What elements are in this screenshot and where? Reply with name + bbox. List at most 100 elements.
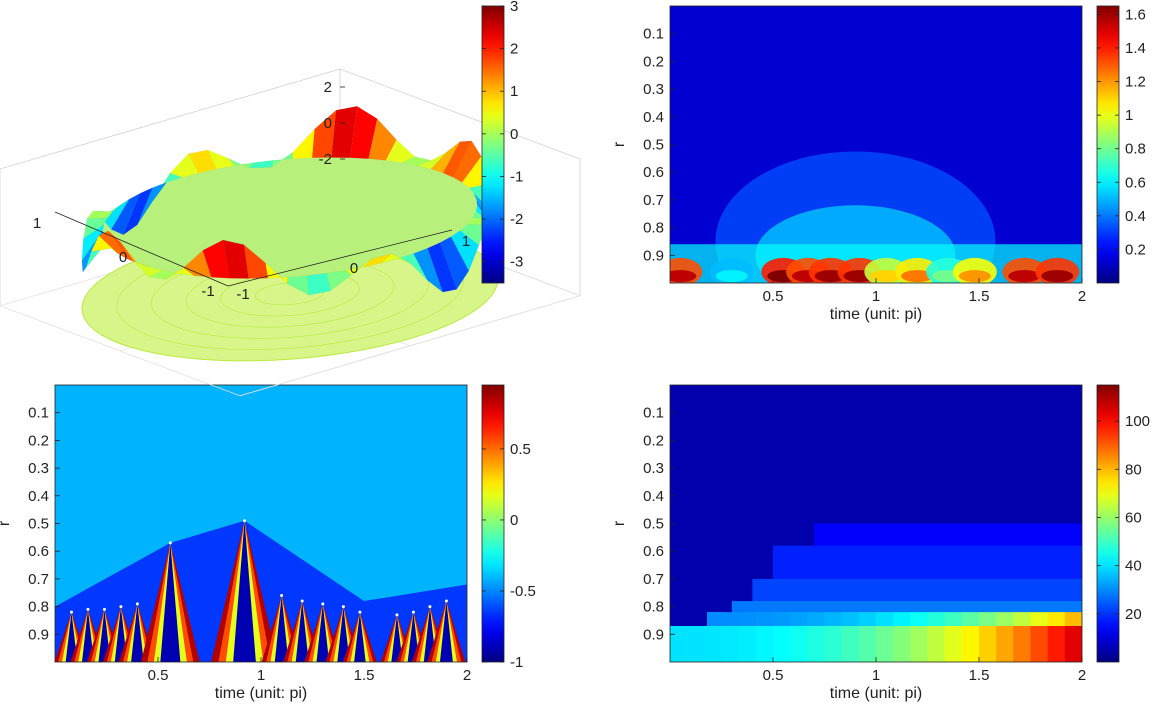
surface-patch bbox=[222, 239, 249, 279]
y-axis-line bbox=[227, 229, 453, 287]
x-tick-label: 2 bbox=[1078, 288, 1086, 305]
colorbar-tick-label: 0.8 bbox=[1125, 141, 1146, 158]
heatmap-peak bbox=[65, 612, 78, 662]
heatmap-cell bbox=[979, 625, 998, 662]
heatmap-peak-tip bbox=[300, 599, 304, 603]
contour-ring bbox=[220, 270, 360, 317]
colorbar-tick-label: 0.4 bbox=[1125, 208, 1146, 225]
heatmap-peak bbox=[274, 595, 289, 662]
surface-patch bbox=[292, 128, 315, 159]
surface-center bbox=[102, 157, 478, 279]
y-tick-label: 0.1 bbox=[28, 405, 49, 422]
heatmap-cell bbox=[807, 612, 826, 626]
heatmap-cell bbox=[841, 625, 860, 662]
surface-patch bbox=[90, 235, 119, 254]
heatmap-peak-tip bbox=[69, 610, 73, 614]
heatmap-peak-tip bbox=[135, 602, 139, 606]
surface-patch bbox=[249, 160, 274, 169]
heatmap-cell bbox=[790, 612, 809, 626]
colorbar-tick-label: 0.5 bbox=[510, 441, 531, 458]
y-tick-label: 0.4 bbox=[28, 488, 49, 505]
heatmap-layer bbox=[55, 385, 467, 662]
surface-patch bbox=[183, 249, 212, 278]
y-tick-label: -1 bbox=[236, 286, 249, 303]
y-tick-label: 0.7 bbox=[643, 571, 664, 588]
y-tick-label: 0.2 bbox=[643, 432, 664, 449]
x-tick-label: 1 bbox=[872, 288, 880, 305]
y-axis-label: r bbox=[611, 141, 628, 147]
colorbar-tick-label: -1 bbox=[510, 168, 523, 185]
y-tick-label: 0.9 bbox=[28, 626, 49, 643]
surface-patch bbox=[98, 230, 127, 259]
heatmap-peak-tip bbox=[280, 594, 284, 598]
heatmap-peak-tip bbox=[119, 605, 123, 609]
colorbar-tick-label: -1 bbox=[510, 654, 523, 671]
y-tick-label: 0.6 bbox=[643, 164, 664, 181]
heatmap-cell bbox=[996, 612, 1015, 626]
heatmap-cell bbox=[1013, 625, 1032, 662]
heatmap-peak bbox=[354, 612, 366, 662]
colorbar-tick-label: 80 bbox=[1125, 461, 1142, 478]
heatmap-peak bbox=[337, 606, 350, 662]
heatmap-cell bbox=[807, 625, 826, 662]
heatmap-cell bbox=[893, 612, 912, 626]
x-tick-label: 2 bbox=[1078, 667, 1086, 684]
surface-patch bbox=[311, 109, 337, 158]
heatmap-peak-tip bbox=[168, 541, 172, 545]
x-tick-label: 1.5 bbox=[969, 667, 990, 684]
y-tick-label: 0.7 bbox=[643, 192, 664, 209]
surface-patch bbox=[86, 210, 114, 219]
heatmap-peak-tip bbox=[444, 599, 448, 603]
heatmap-cell bbox=[876, 625, 895, 662]
y-tick-label: 0.6 bbox=[28, 543, 49, 560]
colorbar-tick-label: 0 bbox=[510, 512, 518, 529]
heatmap-peak-tip bbox=[411, 610, 415, 614]
heatmap-cell bbox=[1030, 612, 1049, 626]
x-tick-label: 1.5 bbox=[969, 288, 990, 305]
colorbar-tick-label: -3 bbox=[510, 254, 523, 271]
heatmap-peak-tip bbox=[243, 519, 247, 523]
y-tick-label: 0.3 bbox=[643, 81, 664, 98]
heatmap-layer bbox=[670, 6, 1082, 283]
surface-patch bbox=[152, 172, 183, 202]
colorbar-tick-label: 20 bbox=[1125, 606, 1142, 623]
heatmap-peak-tip bbox=[341, 605, 345, 609]
heatmap-cell bbox=[1041, 270, 1074, 283]
heatmap-cell bbox=[1013, 612, 1032, 626]
x-axis-label: time (unit: pi) bbox=[830, 306, 922, 323]
surface-patch bbox=[165, 267, 195, 280]
heatmap-cell bbox=[979, 612, 998, 626]
heatmap-cell bbox=[927, 612, 946, 626]
x-tick-label: 1 bbox=[257, 667, 265, 684]
y-tick-label: 0.5 bbox=[643, 137, 664, 154]
y-tick-label: 0.4 bbox=[643, 109, 664, 126]
heatmap-cell bbox=[721, 612, 740, 626]
surface-patch bbox=[228, 158, 255, 169]
heatmap-cell bbox=[670, 625, 689, 662]
heatmap-cell bbox=[707, 612, 726, 626]
heatmap-peak bbox=[316, 603, 330, 662]
y-tick-label: 0.6 bbox=[643, 543, 664, 560]
heatmap-peak-tip bbox=[102, 607, 106, 611]
colorbar bbox=[1096, 384, 1120, 663]
colorbar-tick-label: 0 bbox=[510, 126, 518, 143]
x-tick-label: -1 bbox=[201, 283, 214, 300]
colorbar-tick-label: 0.6 bbox=[1125, 174, 1146, 191]
heatmap-cell bbox=[876, 612, 895, 626]
colorbar-tick-label: 0.2 bbox=[1125, 241, 1146, 258]
y-tick-label: 0.5 bbox=[28, 516, 49, 533]
heatmap-cell bbox=[704, 625, 723, 662]
heatmap-peak bbox=[131, 603, 144, 662]
heatmap-peak-tip bbox=[428, 605, 432, 609]
colorbar-tick-label: 3 bbox=[510, 0, 518, 15]
heatmap-peak-tip bbox=[321, 602, 325, 606]
heatmap-peak-tip bbox=[86, 607, 90, 611]
heatmap-cell bbox=[944, 612, 963, 626]
colorbar-tick-label: 1 bbox=[1125, 107, 1133, 124]
box-gridline bbox=[339, 68, 581, 160]
heatmap-peak-tip bbox=[358, 610, 362, 614]
box-gridline bbox=[0, 68, 341, 170]
y-tick-label: 0.8 bbox=[28, 599, 49, 616]
colorbar-tick-label: 1.2 bbox=[1125, 74, 1146, 91]
heatmap-peak bbox=[295, 601, 309, 662]
